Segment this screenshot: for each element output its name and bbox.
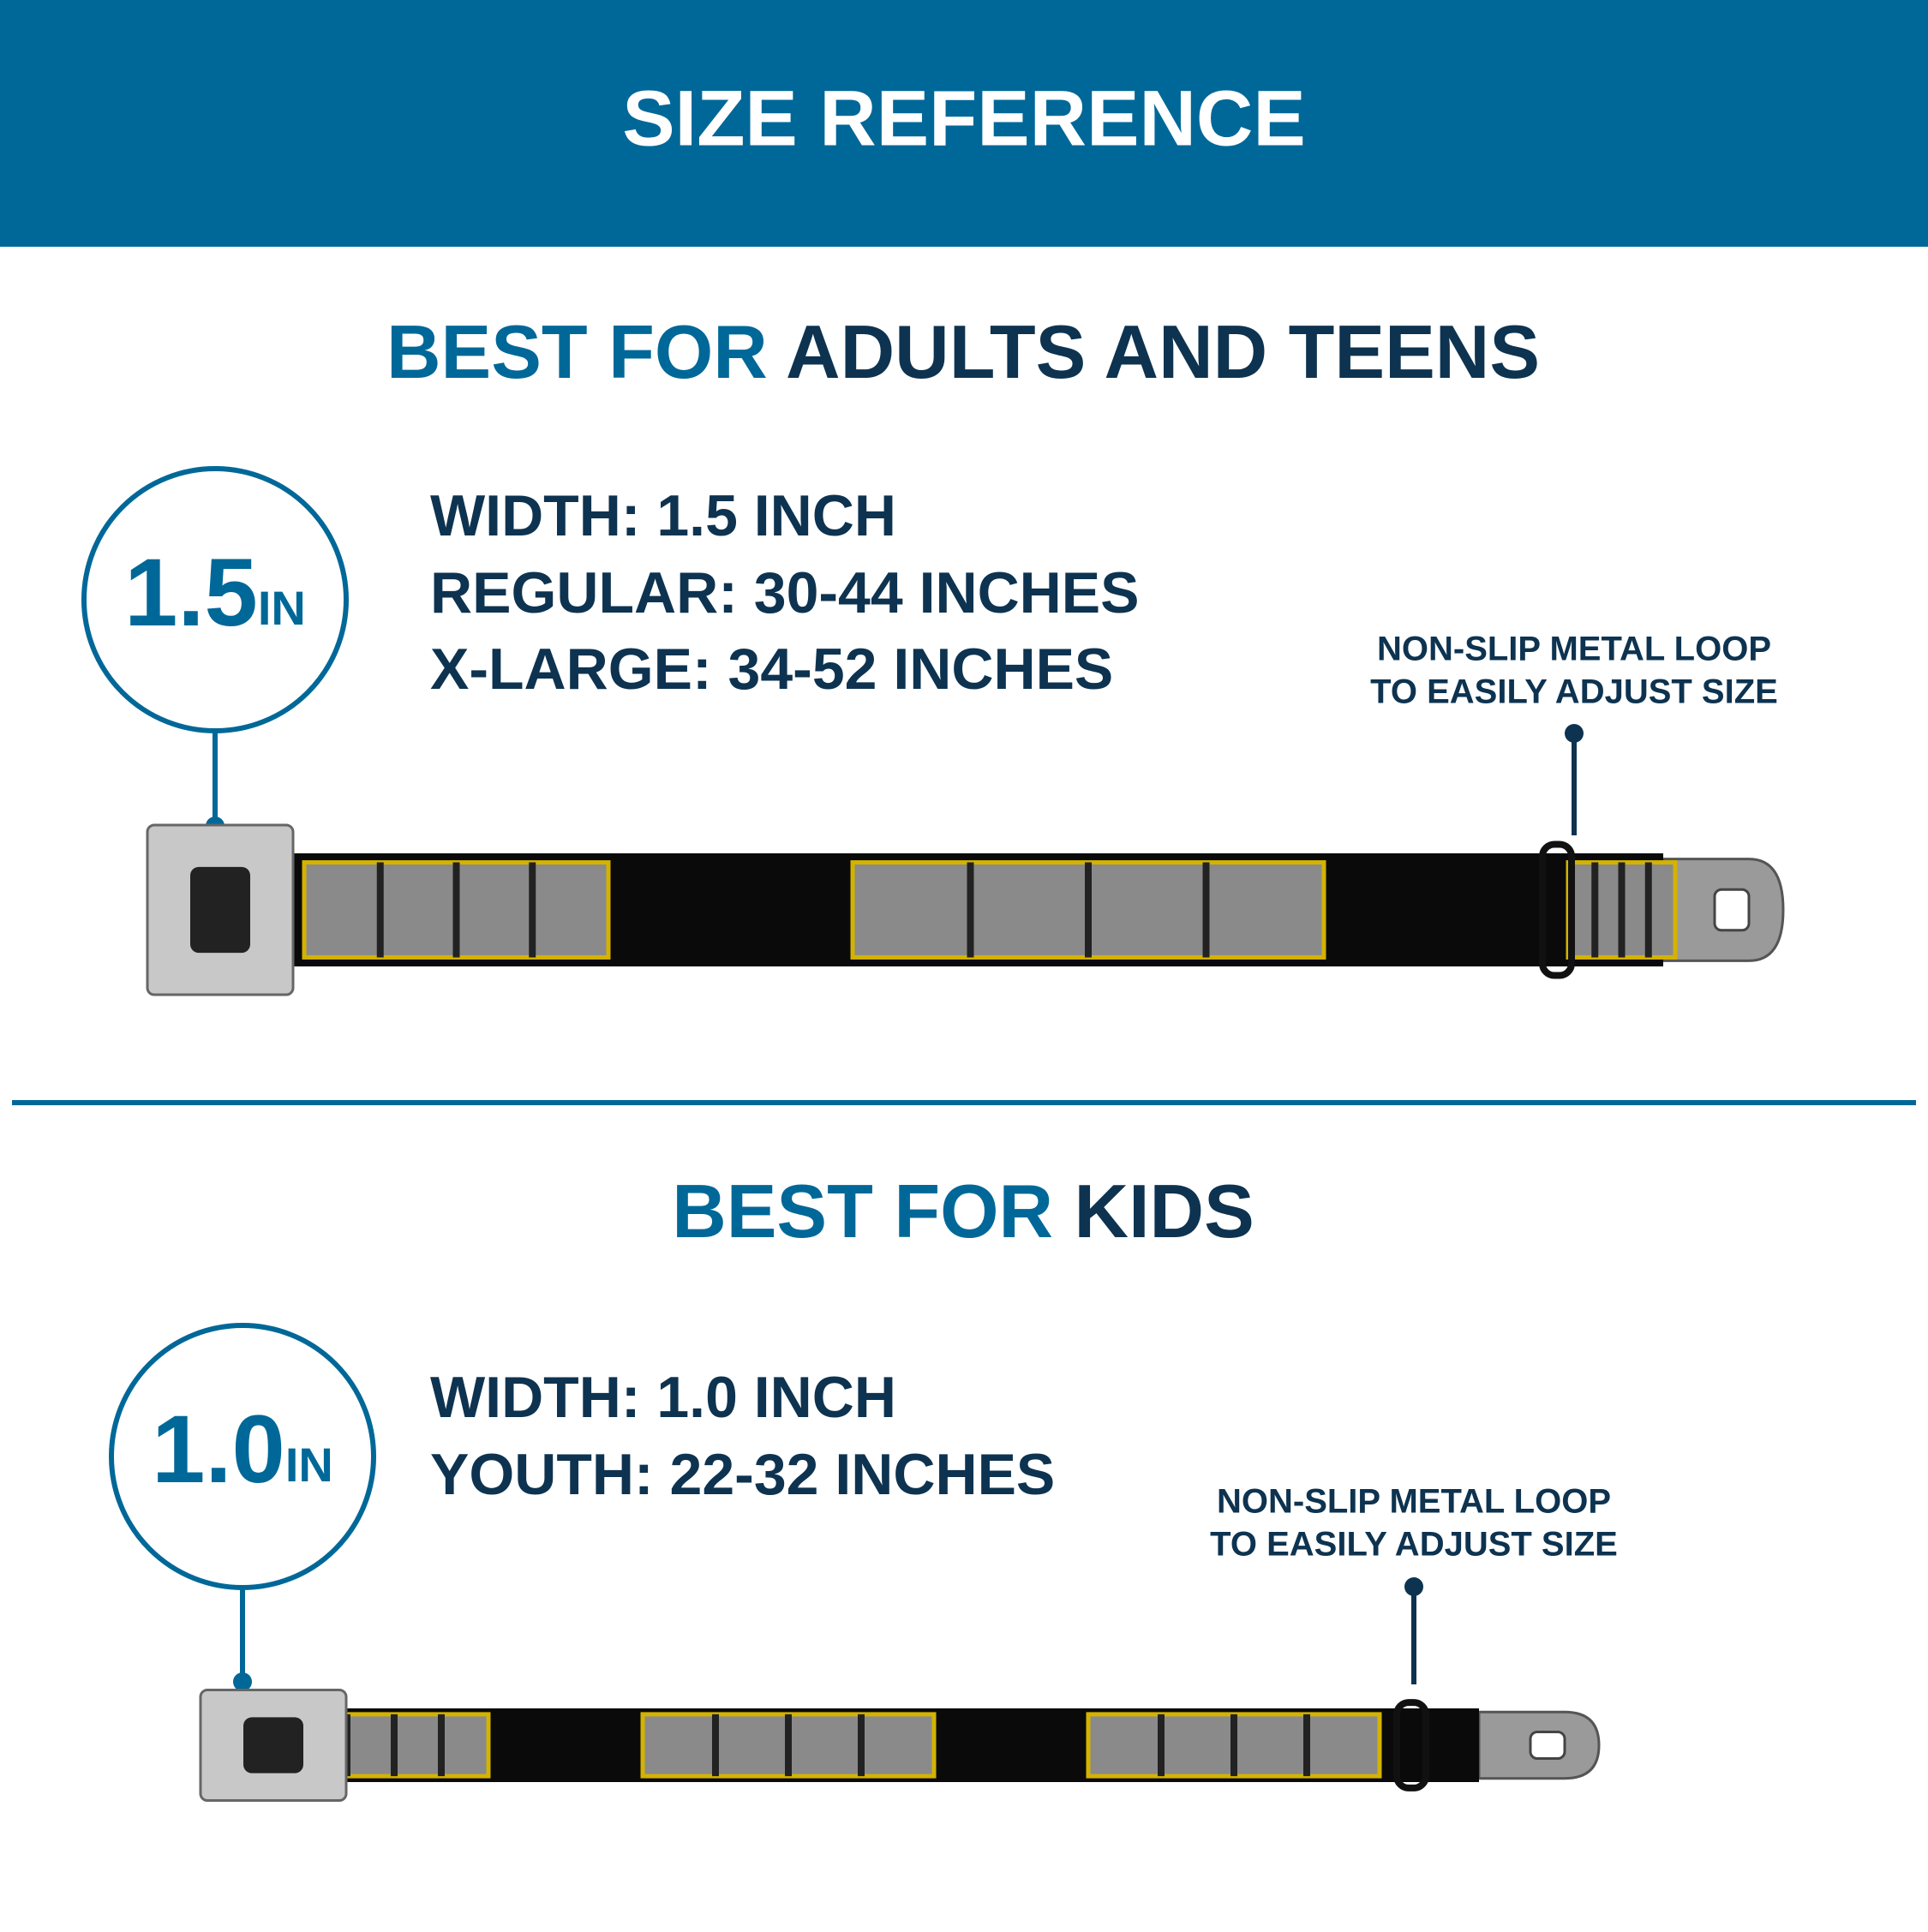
callout-text: NON-SLIP METAL LOOP xyxy=(1377,631,1771,668)
buckle-logo xyxy=(243,1717,303,1773)
badge-number: 1.0 xyxy=(152,1396,285,1503)
buckle-logo xyxy=(190,866,250,954)
callout-text: TO EASILY ADJUST SIZE xyxy=(1210,1526,1618,1564)
tab-hole xyxy=(1529,1731,1566,1760)
spec-line: REGULAR: 30-44 INCHES xyxy=(430,560,1140,625)
loop xyxy=(1539,840,1575,979)
spec-line: YOUTH: 22-32 INCHES xyxy=(430,1442,1055,1507)
leader-dot xyxy=(233,1672,252,1691)
badge-text: 1.5IN xyxy=(124,539,306,646)
belt-image xyxy=(146,823,1785,996)
section-heading: BEST FOR ADULTS AND TEENS xyxy=(386,309,1540,394)
badge-number: 1.5 xyxy=(124,539,258,646)
callout-text: TO EASILY ADJUST SIZE xyxy=(1370,673,1778,711)
leader-dot xyxy=(1404,1577,1423,1596)
belt-image xyxy=(199,1689,1601,1802)
leader-dot xyxy=(1565,724,1584,743)
loop xyxy=(1393,1699,1429,1791)
spec-line: WIDTH: 1.5 INCH xyxy=(430,483,896,548)
badge-unit: IN xyxy=(258,581,306,635)
spec-line: WIDTH: 1.0 INCH xyxy=(430,1365,896,1430)
callout-text: NON-SLIP METAL LOOP xyxy=(1217,1483,1611,1521)
header-bar xyxy=(0,0,1928,247)
heading-main: ADULTS AND TEENS xyxy=(786,309,1540,394)
heading-accent: BEST FOR xyxy=(386,309,768,394)
section-heading: BEST FOR KIDS xyxy=(672,1169,1254,1253)
header-title: SIZE REFERENCE xyxy=(622,75,1305,162)
heading-accent: BEST FOR xyxy=(672,1169,1053,1253)
spec-line: X-LARGE: 34-52 INCHES xyxy=(430,637,1113,702)
tab-hole xyxy=(1713,888,1751,932)
badge-text: 1.0IN xyxy=(152,1396,333,1503)
heading-main: KIDS xyxy=(1075,1169,1254,1253)
badge-unit: IN xyxy=(285,1438,333,1492)
